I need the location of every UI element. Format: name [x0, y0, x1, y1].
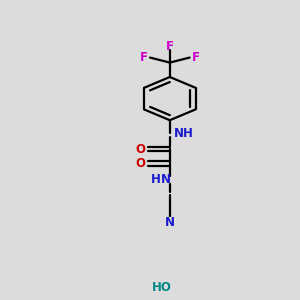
Text: HO: HO: [152, 281, 172, 294]
Text: F: F: [166, 40, 174, 53]
Text: H: H: [151, 173, 161, 186]
Text: F: F: [192, 51, 200, 64]
Text: N: N: [161, 173, 171, 186]
Text: F: F: [140, 51, 148, 64]
Text: N: N: [165, 216, 175, 229]
Text: O: O: [135, 142, 145, 155]
Text: NH: NH: [174, 127, 194, 140]
Text: O: O: [135, 157, 145, 170]
